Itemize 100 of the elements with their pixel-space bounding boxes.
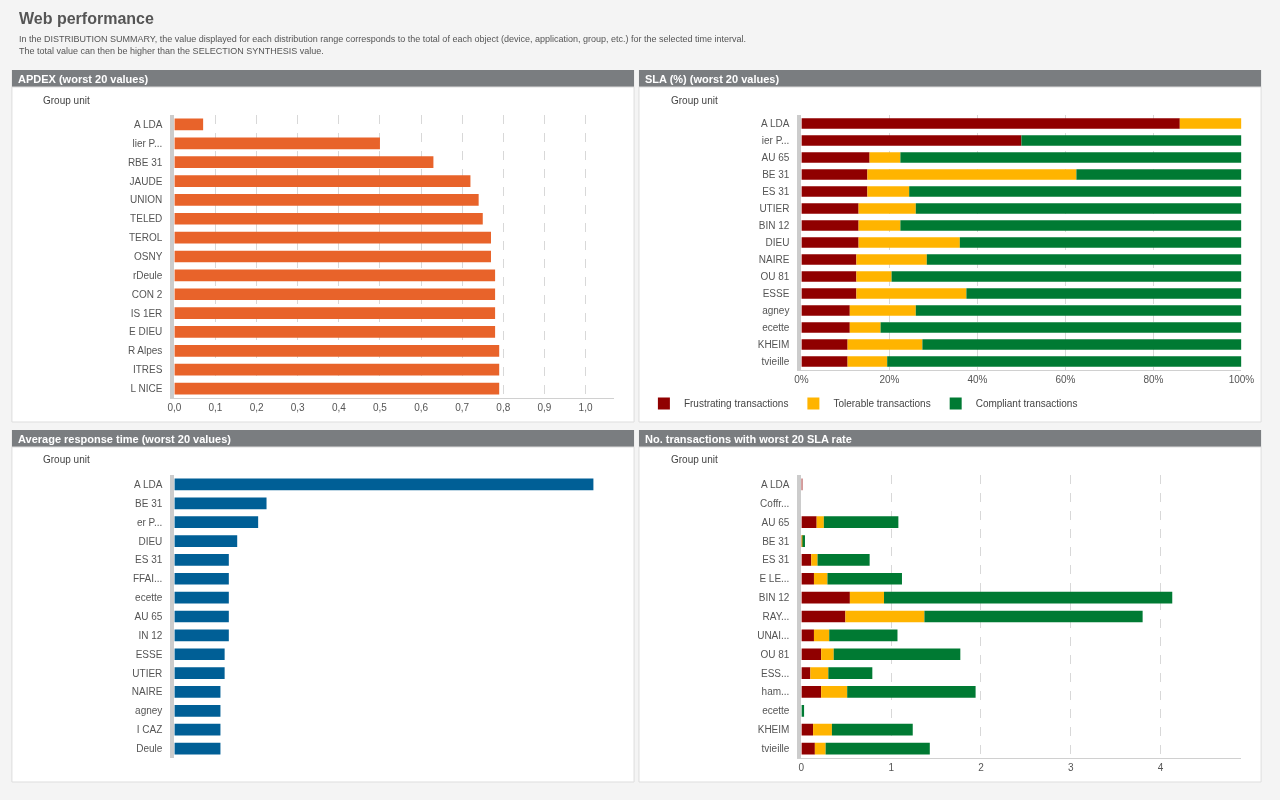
bar <box>829 629 898 642</box>
text: The total value can then be higher than the SELECTION SYNTHESIS value. <box>19 46 324 56</box>
y-tick-label: OU 81 <box>760 648 790 660</box>
bar <box>1021 135 1242 146</box>
y-tick-label: ecette <box>762 322 790 333</box>
bar <box>801 339 848 350</box>
bar <box>856 254 927 265</box>
bar <box>801 305 850 316</box>
bar <box>174 250 491 263</box>
y-tick-label: ES 31 <box>762 554 790 566</box>
bar <box>174 497 267 510</box>
bar <box>867 169 1077 180</box>
x-tick-label: 60% <box>1055 374 1076 385</box>
y-tick-label: L NICE <box>130 383 163 395</box>
bar <box>813 629 830 642</box>
bar <box>858 203 916 214</box>
y-tick-label: ES 31 <box>135 554 163 566</box>
legend-label: Tolerable transactions <box>833 398 931 410</box>
y-tick-label: FFAI... <box>132 573 163 585</box>
y-tick-label: BE 31 <box>135 497 163 509</box>
y-tick-label: ESSE <box>135 648 163 660</box>
bar <box>801 742 815 755</box>
bar <box>801 629 814 642</box>
x-tick-label: 2 <box>978 762 985 773</box>
bar <box>856 288 967 299</box>
x-tick-label: 0,2 <box>249 402 264 413</box>
bar <box>801 118 1180 129</box>
y-tick-label: OSNY <box>134 251 163 262</box>
bar <box>816 516 824 529</box>
bar <box>174 554 229 566</box>
x-tick-label: 4 <box>1157 762 1164 773</box>
bar <box>174 572 229 585</box>
bar <box>909 186 1242 197</box>
text: Group unit <box>671 454 718 465</box>
bar <box>801 610 846 623</box>
legend-label: Compliant transactions <box>975 398 1078 410</box>
chart-title: Average response time (worst 20 values) <box>18 433 232 445</box>
y-tick-label: DIEU <box>138 535 163 547</box>
bar <box>801 152 870 163</box>
text: Web performance <box>19 10 154 27</box>
y-tick-label: BE 31 <box>762 169 790 180</box>
y-tick-label: UTIER <box>759 203 790 214</box>
y-tick-label: agney <box>135 705 163 717</box>
bar <box>1076 169 1242 180</box>
bar <box>827 572 902 585</box>
y-tick-label: CON 2 <box>131 288 163 300</box>
x-tick-label: 0,0 <box>167 402 182 413</box>
y-tick-label: ham... <box>761 686 790 698</box>
bar <box>801 591 850 604</box>
bar <box>900 152 1242 163</box>
bar <box>174 723 221 736</box>
bar <box>174 648 225 661</box>
y-tick-label: lier P... <box>132 137 163 149</box>
bar <box>915 305 1242 316</box>
text: Group unit <box>43 95 90 106</box>
bar <box>891 271 1242 282</box>
x-tick-label: 0,1 <box>208 402 223 413</box>
y-tick-label: ITRES <box>132 364 163 376</box>
y-tick-label: Deule <box>136 743 163 755</box>
x-tick-label: 80% <box>1143 374 1164 385</box>
x-tick-label: 0,8 <box>496 402 511 413</box>
y-tick-label: Coffr... <box>760 497 790 509</box>
bar <box>915 203 1242 214</box>
bar <box>821 686 848 698</box>
bar <box>858 237 960 248</box>
bar <box>801 667 811 679</box>
bar <box>174 344 500 357</box>
bar <box>174 516 259 529</box>
y-tick-label: tvieille <box>761 743 790 755</box>
bar <box>174 591 229 604</box>
bar <box>821 648 834 661</box>
y-tick-label: rDeule <box>132 269 163 281</box>
bar <box>869 152 901 163</box>
bar <box>174 288 496 301</box>
x-tick-label: 1,0 <box>578 402 593 413</box>
bar <box>887 356 1242 367</box>
bar <box>880 322 1242 333</box>
bar <box>801 288 857 299</box>
y-tick-label: UNION <box>130 194 163 206</box>
bar <box>174 118 204 131</box>
bar <box>867 186 910 197</box>
bar <box>900 220 1242 231</box>
bar <box>849 591 885 604</box>
x-tick-label: 0,4 <box>331 402 347 413</box>
y-tick-label: ES 31 <box>762 186 790 197</box>
bar <box>966 288 1242 299</box>
bar <box>922 339 1242 350</box>
bar <box>814 742 826 755</box>
bar <box>801 648 822 661</box>
bar <box>813 572 828 585</box>
bar <box>174 231 491 244</box>
bar <box>174 137 380 150</box>
y-tick-label: ecette <box>762 705 790 717</box>
y-tick-label: JAUDE <box>129 175 163 187</box>
bar <box>856 271 892 282</box>
y-tick-label: UNAI... <box>757 629 790 641</box>
bar <box>801 322 850 333</box>
bar <box>847 339 923 350</box>
bar <box>801 135 1022 146</box>
bar <box>174 535 238 547</box>
